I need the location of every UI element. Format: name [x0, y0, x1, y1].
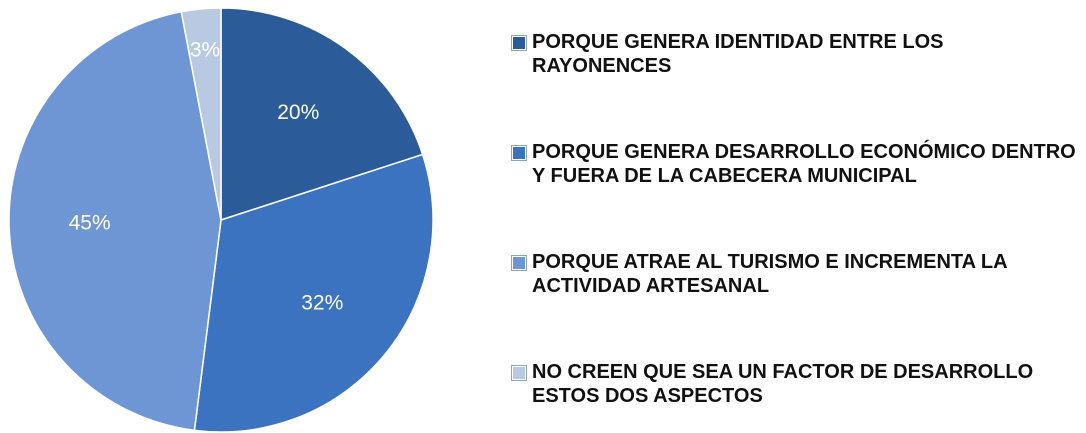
legend-swatch — [512, 36, 526, 50]
legend-swatch — [512, 366, 526, 380]
legend-swatch — [512, 146, 526, 160]
legend-item: PORQUE ATRAE AL TURISMO E INCREMENTA LA … — [512, 250, 1082, 298]
data-label: 3% — [190, 39, 220, 62]
legend-swatch — [512, 256, 526, 270]
legend-label: NO CREEN QUE SEA UN FACTOR DE DESARROLLO… — [532, 361, 1034, 407]
legend-item: PORQUE GENERA IDENTIDAD ENTRE LOS RAYONE… — [512, 30, 1082, 78]
pie-slice — [180, 7, 222, 221]
pie-slice — [8, 10, 222, 432]
legend-item: PORQUE GENERA DESARROLLO ECONÓMICO DENTR… — [512, 140, 1082, 188]
legend-label: PORQUE ATRAE AL TURISMO E INCREMENTA LA … — [532, 251, 1007, 297]
chart: 20% 32% 45% 3% — [8, 7, 434, 433]
data-label: 20% — [277, 101, 319, 124]
data-label: 45% — [69, 212, 111, 235]
pie-slice — [193, 153, 434, 433]
legend-label: PORQUE GENERA DESARROLLO ECONÓMICO DENTR… — [532, 141, 1076, 187]
pie-slice — [220, 7, 424, 222]
data-label: 32% — [301, 291, 343, 314]
legend-label: PORQUE GENERA IDENTIDAD ENTRE LOS RAYONE… — [532, 31, 944, 77]
legend-item: NO CREEN QUE SEA UN FACTOR DE DESARROLLO… — [512, 360, 1082, 408]
